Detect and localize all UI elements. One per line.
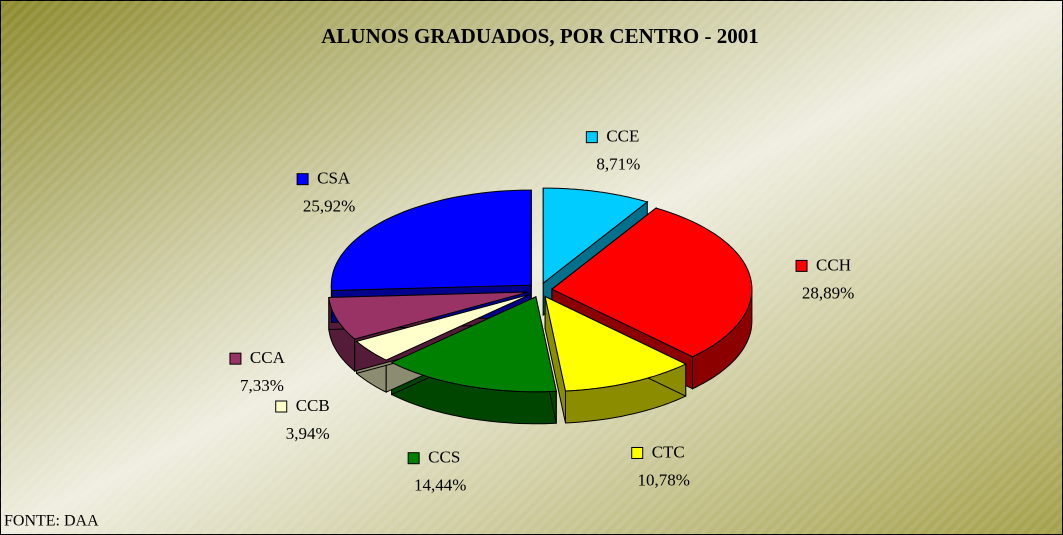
slice-label: CCB: [296, 396, 330, 415]
slice: [330, 189, 532, 292]
legend-swatch: [585, 131, 598, 144]
slice: [544, 295, 687, 392]
slice: [550, 207, 753, 358]
value-label: 3,94%: [286, 424, 330, 443]
legend-swatch: [631, 446, 644, 459]
legend-swatch: [275, 400, 288, 413]
value-label: 7,33%: [240, 376, 284, 395]
value-label: 14,44%: [414, 476, 466, 495]
slice-label: CTC: [652, 442, 685, 461]
value-label: 8,71%: [596, 155, 640, 174]
slice: [542, 187, 649, 285]
value-label: 28,89%: [802, 283, 854, 302]
value-label: 25,92%: [303, 197, 355, 216]
source-note: FONTE: DAA: [4, 513, 99, 530]
chart-title: ALUNOS GRADUADOS, POR CENTRO - 2001: [321, 24, 759, 48]
value-label: 10,78%: [638, 470, 690, 489]
legend-swatch: [229, 352, 242, 365]
slice-label: CCS: [428, 448, 460, 467]
slice-label: CCH: [816, 255, 851, 274]
slice: [390, 296, 557, 393]
legend-swatch: [795, 259, 808, 272]
slice-label: CCA: [250, 348, 286, 367]
slice-label: CSA: [317, 169, 351, 188]
slice: [328, 291, 529, 340]
slice: [355, 293, 531, 361]
slice-label: CCE: [606, 127, 639, 146]
legend-swatch: [296, 173, 309, 186]
legend-swatch: [407, 452, 420, 465]
